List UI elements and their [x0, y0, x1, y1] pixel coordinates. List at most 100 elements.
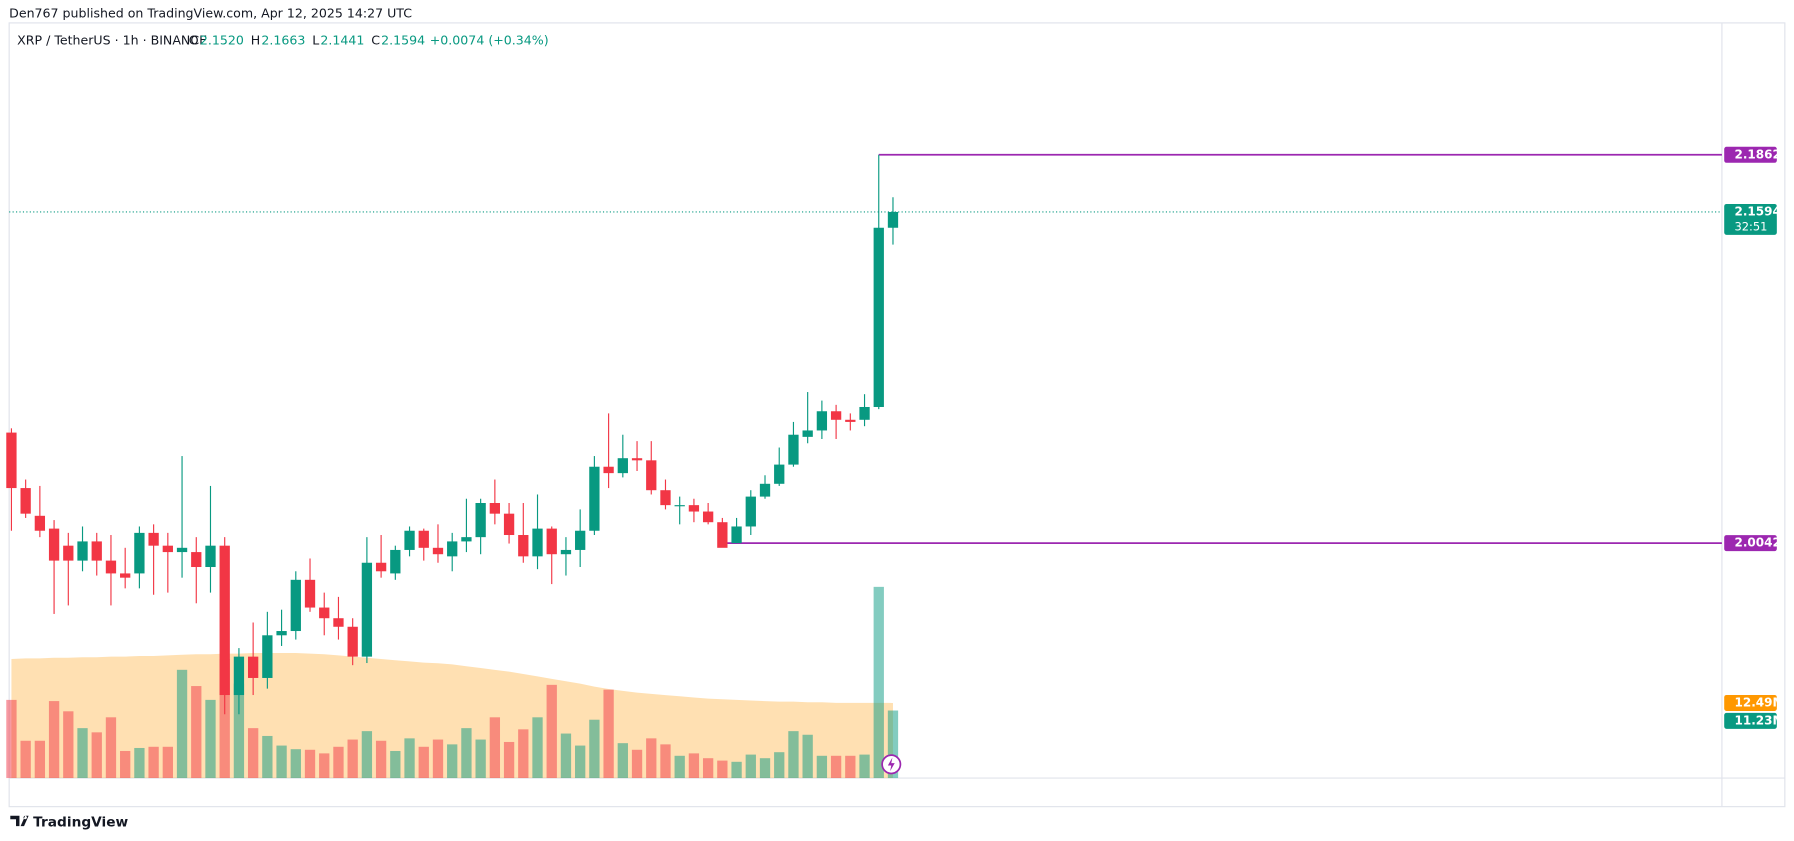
candle-body — [447, 541, 458, 557]
countdown-label: 32:51 — [1735, 219, 1768, 233]
candle-body — [631, 458, 643, 461]
volume-bar — [646, 738, 657, 779]
candle-body — [390, 549, 401, 574]
volume-bar — [233, 683, 245, 779]
candle-body — [489, 503, 501, 514]
volume-bar — [148, 746, 159, 779]
volume-bar — [589, 719, 600, 779]
chart-frame — [8, 22, 1786, 808]
volume-bar — [546, 684, 557, 779]
volume-bar — [205, 699, 216, 779]
volume-bar — [475, 739, 486, 779]
volume-ma-badge: 12.49M — [1735, 695, 1785, 709]
volume-bar — [20, 740, 31, 779]
volume-bar — [859, 754, 870, 779]
volume-bar — [745, 754, 756, 779]
candle-body — [290, 579, 301, 632]
volume-bar — [702, 758, 714, 779]
candle-body — [859, 406, 870, 420]
volume-bar — [788, 731, 799, 779]
tradingview-logo — [10, 815, 29, 827]
last-price-label: 2.1594 — [1735, 204, 1781, 218]
footer-brand: TradingView — [33, 815, 128, 831]
volume-ma-badge-bg — [1724, 694, 1777, 711]
volume-bar — [830, 755, 842, 779]
candle-body — [603, 466, 614, 474]
ohlc-key: L — [312, 33, 319, 48]
volume-bar — [390, 750, 401, 779]
candle-body — [589, 466, 600, 531]
volume-bar — [518, 729, 529, 779]
ohlc-key: H — [251, 33, 260, 48]
candle-body — [34, 515, 46, 531]
volume-bar — [191, 686, 202, 779]
candle-body — [319, 607, 330, 619]
candle-body — [546, 528, 557, 555]
volume-bar — [660, 744, 671, 779]
candle-body — [674, 505, 685, 507]
candle-body — [432, 547, 444, 555]
level-badge: 2.0042 — [1735, 536, 1781, 550]
ohlc-value: 2.1441 — [320, 33, 364, 48]
volume-bar — [219, 659, 230, 779]
candle-body — [461, 537, 472, 542]
candle-body — [688, 505, 700, 512]
candle-body — [845, 419, 856, 422]
volume-bar — [717, 760, 728, 779]
candle-body — [575, 530, 586, 550]
volume-bar — [688, 753, 700, 779]
candle-body — [532, 528, 543, 557]
candle-body — [617, 458, 628, 474]
candle-body — [375, 562, 387, 572]
candle-body — [105, 560, 117, 574]
candle-body — [830, 411, 842, 420]
volume-bar — [404, 738, 415, 779]
candle-body — [134, 532, 145, 574]
candle-body — [205, 545, 216, 568]
candle-body — [646, 460, 657, 491]
level-badge-bg — [1724, 146, 1777, 163]
candle-body — [48, 528, 60, 561]
volume-bar — [432, 739, 444, 779]
volume-bar — [418, 746, 429, 779]
volume-pane — [6, 586, 899, 779]
volume-bar — [802, 734, 813, 779]
candle-body — [717, 522, 728, 548]
volume-badge: 11.23M — [1735, 713, 1785, 727]
candle-body — [347, 626, 358, 657]
volume-bar — [304, 749, 316, 779]
change-label: +0.0074 (+0.34%) — [430, 33, 549, 48]
candle-body — [191, 552, 202, 568]
candle-body — [20, 488, 31, 514]
candle-body — [802, 430, 813, 437]
candle-body — [148, 532, 159, 546]
candle-body — [404, 530, 415, 550]
volume-bar — [503, 741, 515, 779]
ohlc-legend: O 2.1520 H 2.1663 L 2.1441 C 2.1594 +0.0074 (+0.… — [189, 33, 549, 48]
volume-bar — [333, 746, 344, 779]
candle-body — [560, 549, 572, 555]
volume-bar — [134, 747, 145, 779]
candle-body — [233, 656, 245, 696]
volume-bar — [262, 735, 273, 779]
volume-bar — [731, 761, 742, 779]
candle-body — [176, 547, 188, 553]
price-pane — [6, 153, 1722, 715]
volume-bar — [77, 728, 88, 779]
volume-bar — [759, 758, 771, 779]
volume-bar — [276, 745, 287, 779]
candle-body — [247, 656, 259, 678]
candle-body — [304, 579, 316, 608]
symbol-title: XRP / TetherUS · 1h · BINANCE — [17, 33, 207, 48]
volume-bar — [319, 753, 330, 779]
candle-body — [120, 573, 131, 578]
lightning-icon — [881, 754, 902, 775]
publish-header: Den767 published on TradingView.com, Apr… — [9, 5, 412, 20]
candle-body — [774, 464, 785, 484]
volume-bar — [845, 755, 856, 779]
candle-body — [276, 631, 287, 636]
candle-body — [475, 503, 486, 538]
ohlc-value: 2.1594 — [381, 33, 425, 48]
